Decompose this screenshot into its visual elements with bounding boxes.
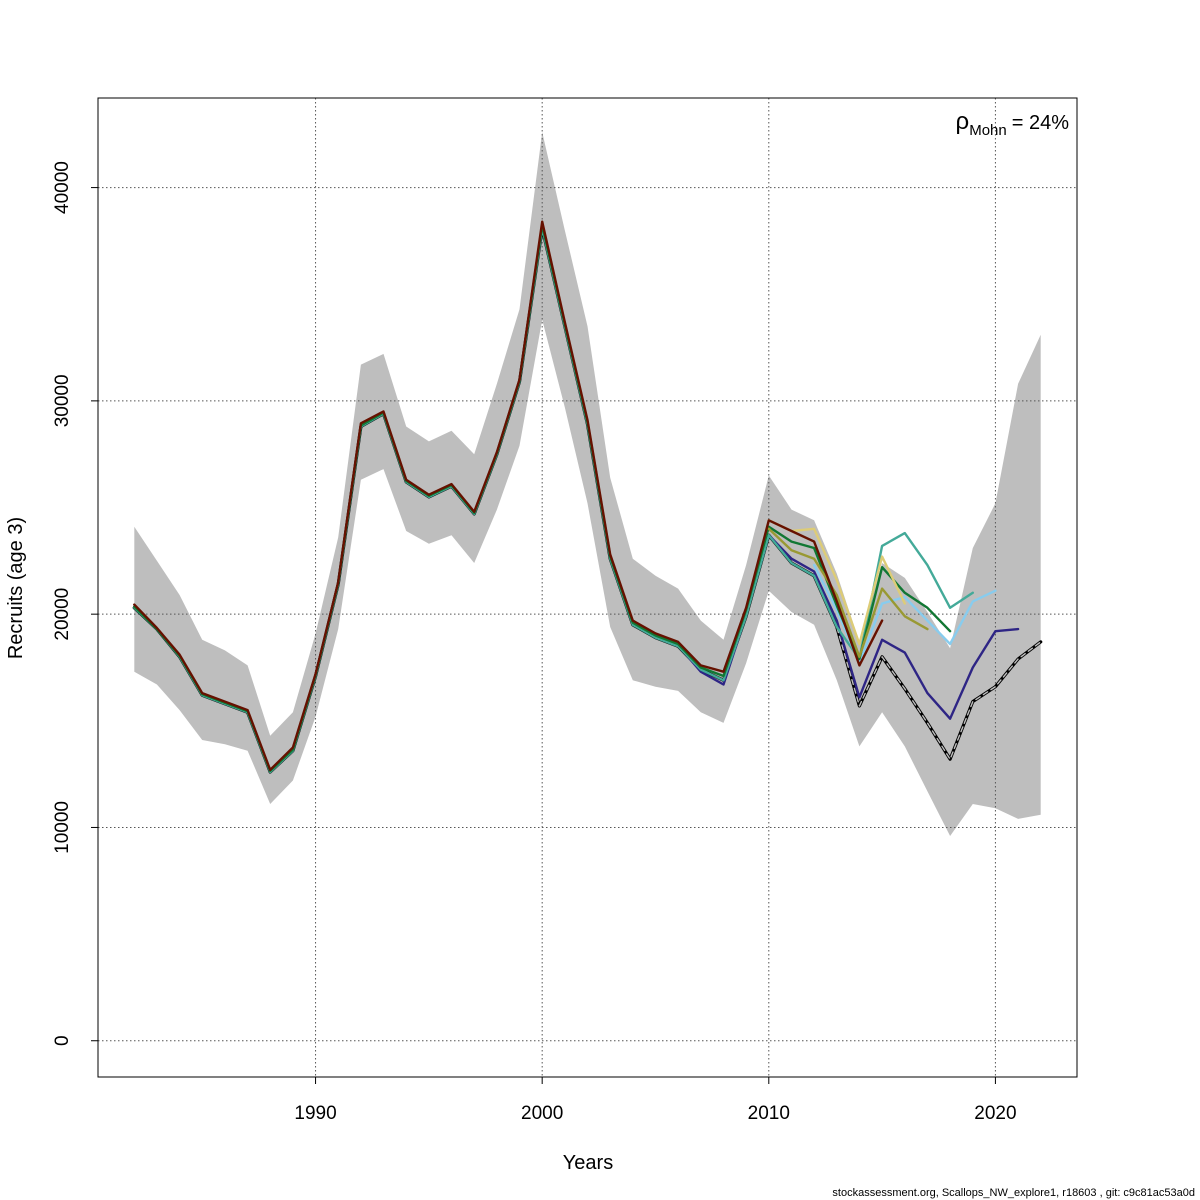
x-tick-label: 2020 <box>974 1103 1016 1124</box>
rho-symbol: ρ <box>956 108 970 135</box>
y-tick-label: 0 <box>52 1035 73 1046</box>
x-axis-title: Years <box>563 1152 613 1174</box>
y-axis-title: Recruits (age 3) <box>5 517 27 659</box>
rho-subscript: Mohn <box>969 122 1007 139</box>
rho-value: = 24% <box>1012 112 1069 134</box>
plot-frame <box>97 97 1078 1078</box>
mohn-rho-annotation: ρMohn = 24% <box>956 108 1070 139</box>
x-tick-label: 1990 <box>294 1103 336 1124</box>
x-tick-label: 2000 <box>521 1103 563 1124</box>
series-line-5 <box>812 563 997 665</box>
y-tick-label: 40000 <box>52 161 73 214</box>
y-tick-label: 10000 <box>52 801 73 854</box>
series-layer <box>132 220 1043 774</box>
y-tick-label: 30000 <box>52 374 73 427</box>
series-line-9 <box>133 220 884 772</box>
footer-credit: stockassessment.org, Scallops_NW_explore… <box>832 1187 1195 1199</box>
axis-layer: 1990 2000 2010 2020 0 10000 20000 30000 40000 <box>52 161 1017 1124</box>
x-tick-label: 2010 <box>748 1103 790 1124</box>
series-line-7 <box>767 527 929 658</box>
confidence-band-layer <box>134 132 1041 837</box>
grid-layer <box>98 98 1077 1077</box>
confidence-band <box>134 132 1041 837</box>
y-tick-label: 20000 <box>52 588 73 641</box>
